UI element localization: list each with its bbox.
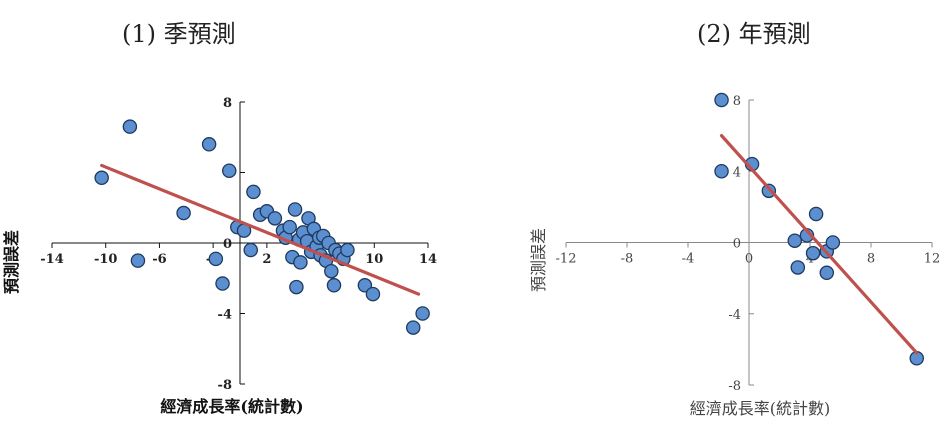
chart1-y-tick-label: 0 [223, 237, 232, 252]
chart2-trendline [719, 134, 919, 355]
chart1-data-point [289, 279, 304, 295]
chart1-data-point [405, 320, 421, 335]
chart2-x-tick-label: -12 [556, 252, 577, 267]
chart1-data-point [215, 276, 230, 291]
chart2-data-point [787, 233, 803, 248]
chart1-data-point [340, 242, 355, 258]
chart1-data-point [208, 251, 224, 267]
chart1-data-point [282, 219, 297, 235]
chart2-data-point [819, 265, 835, 281]
chart2-data-point [790, 260, 806, 275]
chart2-x-tick-label: 8 [867, 252, 875, 267]
chart1-data-point [176, 205, 191, 221]
chart1-data-point [246, 184, 261, 200]
chart1-data-point [201, 137, 217, 152]
chart2-y-tick-label: -8 [728, 379, 741, 394]
chart2-data-point [808, 206, 824, 222]
chart1-data-point [122, 119, 138, 134]
chart2-data-point [714, 92, 729, 108]
chart1-y-axis-title: 預測誤差 [2, 230, 21, 294]
chart2-x-tick-label: 0 [745, 252, 753, 267]
chart2-x-tick-label: -4 [682, 252, 695, 267]
chart1-data-point [365, 286, 381, 302]
chart1-y-tick-label: 8 [223, 96, 232, 111]
chart1-x-tick-label: -6 [152, 252, 166, 267]
chart2-data-point [805, 245, 821, 261]
chart2-x-tick-label: -8 [621, 252, 634, 267]
chart2-y-tick-label: 8 [733, 94, 741, 109]
chart1-x-tick-label: 2 [262, 252, 271, 267]
chart2-y-axis-title: 預測誤差 [529, 228, 548, 292]
chart1-data-point [415, 306, 430, 321]
chart1-x-tick-label: -14 [40, 252, 64, 267]
chart2-x-tick-label: 12 [924, 252, 941, 267]
chart1-x-axis-title: 經濟成長率(統計數) [160, 397, 303, 416]
chart1-data-point [222, 163, 237, 178]
chart1-x-tick-label: 10 [365, 252, 383, 267]
chart2-y-tick-label: 0 [733, 237, 741, 252]
chart2-y-tick-label: 4 [733, 165, 741, 180]
chart1-data-point [293, 255, 308, 270]
panel-title-quarterly: (1) 季預測 [122, 20, 236, 48]
chart1-x-tick-label: -10 [94, 252, 118, 267]
chart1-y-tick-label: -4 [218, 308, 232, 323]
chart1-data-point [94, 170, 109, 186]
chart1-data-point [267, 211, 283, 226]
chart1-y-tick-label: -8 [218, 378, 232, 393]
chart1-data-point [357, 278, 373, 293]
chart1-trendline [100, 163, 421, 296]
panel-title-annual: (2) 年預測 [697, 20, 811, 48]
chart1-data-point [326, 278, 342, 293]
chart2-y-tick-label: -4 [728, 308, 741, 323]
chart2-data-point [714, 163, 729, 179]
chart1-data-point [324, 263, 339, 279]
chart1-data-point [287, 202, 303, 217]
chart1-data-point [130, 253, 146, 268]
chart1-x-tick-label: 14 [419, 252, 437, 267]
chart1-data-point [243, 242, 258, 258]
chart2-data-point [825, 235, 841, 250]
chart2-x-axis-title: 經濟成長率(統計數) [690, 399, 831, 418]
